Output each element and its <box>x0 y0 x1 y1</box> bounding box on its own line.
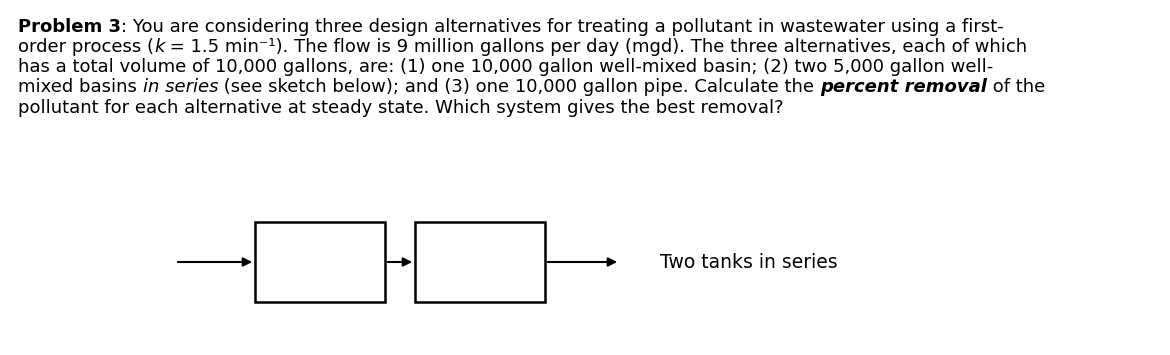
Text: Problem 3: Problem 3 <box>18 18 121 36</box>
Bar <box>255 222 385 302</box>
Text: : You are considering three design alternatives for treating a pollutant in wast: : You are considering three design alter… <box>121 18 1004 36</box>
Text: order process (: order process ( <box>18 38 154 56</box>
Bar <box>415 222 545 302</box>
Text: has a total volume of 10,000 gallons, are: (1) one 10,000 gallon well-mixed basi: has a total volume of 10,000 gallons, ar… <box>18 58 993 76</box>
Text: pollutant for each alternative at steady state. Which system gives the best remo: pollutant for each alternative at steady… <box>18 99 784 116</box>
Text: k: k <box>154 38 164 56</box>
Text: mixed basins: mixed basins <box>18 78 143 97</box>
Text: (see sketch below); and (3) one 10,000 gallon pipe. Calculate the: (see sketch below); and (3) one 10,000 g… <box>218 78 820 97</box>
Text: Two tanks in series: Two tanks in series <box>660 252 838 272</box>
Text: percent removal: percent removal <box>820 78 986 97</box>
Text: in series: in series <box>143 78 218 97</box>
Text: of the: of the <box>986 78 1045 97</box>
Text: = 1.5 min⁻¹). The flow is 9 million gallons per day (mgd). The three alternative: = 1.5 min⁻¹). The flow is 9 million gall… <box>164 38 1027 56</box>
